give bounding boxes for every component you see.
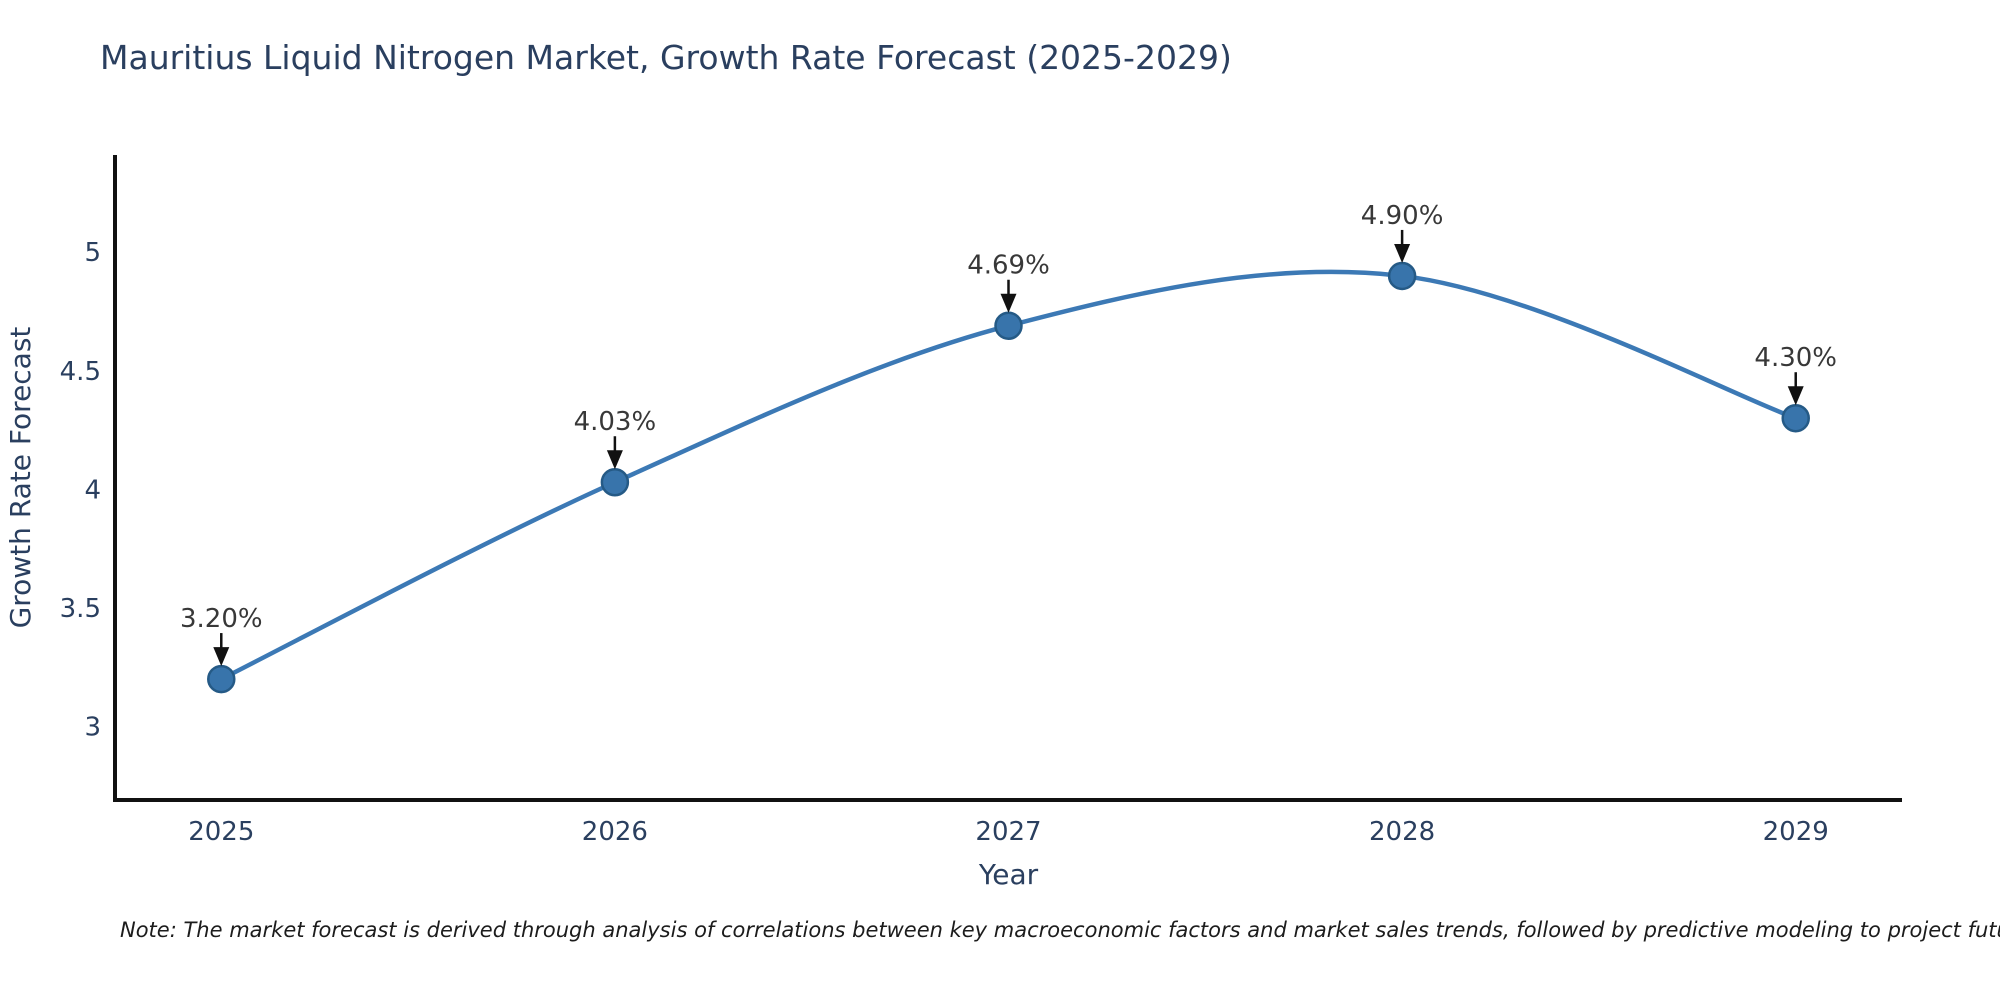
data-point-label: 4.03% bbox=[574, 407, 657, 437]
data-point-marker bbox=[1387, 261, 1417, 291]
data-point-label: 4.30% bbox=[1754, 343, 1837, 373]
annotation-arrow-head bbox=[1394, 243, 1411, 263]
data-point-marker bbox=[600, 467, 630, 497]
y-axis-title: Growth Rate Forecast bbox=[4, 327, 37, 629]
x-tick-label: 2027 bbox=[975, 817, 1041, 847]
data-point-label: 3.20% bbox=[180, 604, 263, 634]
annotation-arrow-head bbox=[606, 450, 623, 470]
data-point-marker bbox=[994, 311, 1023, 340]
x-tick-label: 2026 bbox=[582, 817, 648, 847]
x-tick-label: 2025 bbox=[188, 817, 254, 847]
y-tick-label: 3.5 bbox=[60, 594, 101, 624]
data-point-marker bbox=[207, 664, 236, 694]
data-point-label: 4.69% bbox=[967, 251, 1050, 281]
annotation-arrow-head bbox=[213, 647, 230, 667]
y-tick-label: 4.5 bbox=[60, 357, 101, 387]
y-tick-label: 3 bbox=[84, 712, 101, 742]
chart-title: Mauritius Liquid Nitrogen Market, Growth… bbox=[100, 38, 1232, 77]
x-tick-label: 2028 bbox=[1369, 817, 1435, 847]
y-tick-label: 5 bbox=[84, 238, 101, 268]
annotation-arrow-head bbox=[1787, 386, 1804, 406]
footnote: Note: The market forecast is derived thr… bbox=[120, 918, 2000, 942]
data-point-marker bbox=[1781, 403, 1810, 433]
y-tick-label: 4 bbox=[84, 475, 101, 505]
annotation-arrow-head bbox=[1000, 293, 1017, 313]
data-point-label: 4.90% bbox=[1361, 201, 1444, 231]
x-axis-title: Year bbox=[978, 858, 1039, 891]
x-tick-label: 2029 bbox=[1763, 817, 1829, 847]
